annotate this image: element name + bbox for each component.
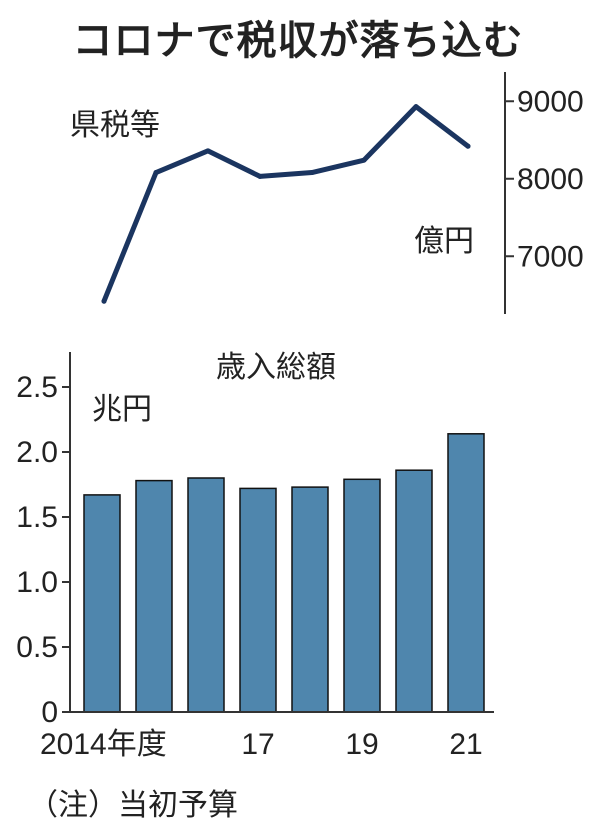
bar [83,494,121,713]
line-series [101,104,471,304]
line-point [257,173,263,179]
bar-y-tick-label: 0.5 [16,631,58,664]
line-point [101,298,107,304]
bar-x-tick-label: 21 [449,728,482,761]
bar [135,479,173,713]
bar [343,478,381,713]
bar [239,487,277,713]
bar-y-tick-label: 2.0 [16,436,58,469]
bar [291,486,329,713]
bar [187,477,225,713]
bar-y-tick-label: 0 [41,696,58,729]
chart-title: コロナで税収が落ち込む [72,18,524,64]
bar-y-tick-label: 1.5 [16,501,58,534]
line-point [465,143,471,149]
line-y-tick-label: 8000 [517,163,584,196]
bar-y-tick-label: 1.0 [16,566,58,599]
line-y-tick-label: 7000 [517,240,584,273]
bar [395,469,433,713]
bar-unit-label: 兆円 [92,392,152,427]
line-series-label: 県税等 [70,108,160,143]
line-point [205,148,211,154]
footnote: （注）当初予算 [28,788,238,823]
line-point [309,170,315,176]
bar [447,433,485,713]
line-point [361,157,367,163]
bar-y-tick-label: 2.5 [16,371,58,404]
bar-x-tick-label: 17 [241,728,274,761]
line-point [413,104,419,110]
line-unit-label: 億円 [414,224,474,259]
line-point [153,170,159,176]
line-y-tick-label: 9000 [517,85,584,118]
bar-x-tick-label: 19 [345,728,378,761]
bar-x-tick-label: 2014年度 [40,728,167,761]
bar-chart-title: 歳入総額 [216,350,336,385]
